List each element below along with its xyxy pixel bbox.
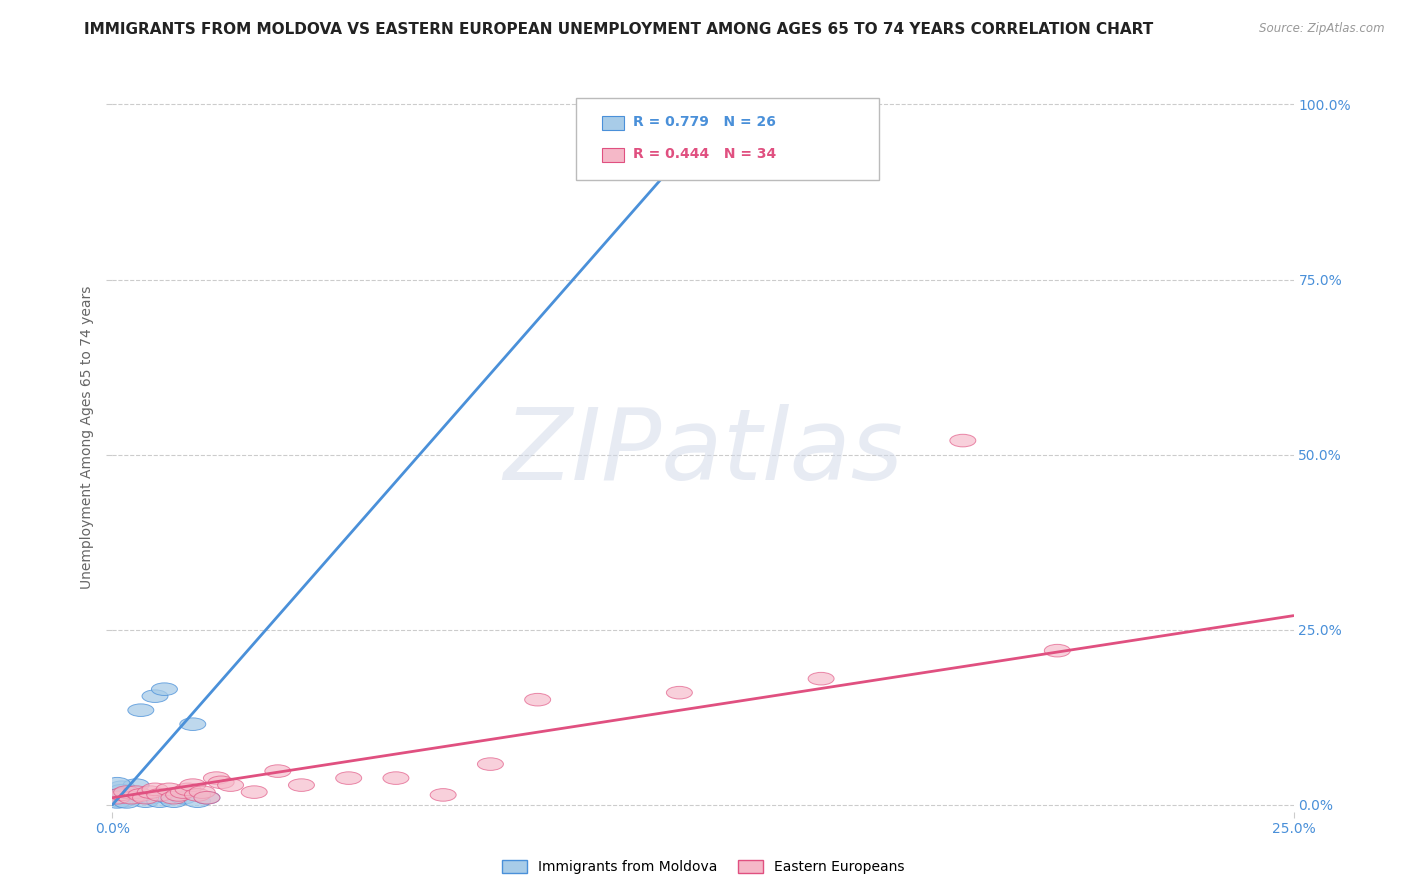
Ellipse shape	[128, 789, 153, 801]
Ellipse shape	[118, 791, 145, 804]
Ellipse shape	[156, 783, 183, 796]
Ellipse shape	[108, 795, 135, 807]
Ellipse shape	[180, 718, 205, 731]
Ellipse shape	[264, 764, 291, 778]
Ellipse shape	[138, 791, 163, 804]
Ellipse shape	[118, 786, 145, 798]
Ellipse shape	[184, 789, 211, 801]
Ellipse shape	[114, 796, 139, 808]
Ellipse shape	[108, 784, 135, 797]
Ellipse shape	[336, 772, 361, 784]
Ellipse shape	[146, 795, 173, 807]
Ellipse shape	[166, 789, 191, 801]
Ellipse shape	[142, 783, 167, 796]
Ellipse shape	[152, 683, 177, 696]
Ellipse shape	[160, 791, 187, 804]
Ellipse shape	[184, 795, 211, 807]
Ellipse shape	[132, 795, 159, 807]
Y-axis label: Unemployment Among Ages 65 to 74 years: Unemployment Among Ages 65 to 74 years	[80, 285, 94, 589]
Ellipse shape	[160, 795, 187, 807]
Ellipse shape	[104, 778, 131, 790]
Ellipse shape	[190, 786, 215, 798]
Text: R = 0.444   N = 34: R = 0.444 N = 34	[633, 147, 776, 161]
Ellipse shape	[382, 772, 409, 784]
Ellipse shape	[218, 779, 243, 791]
Ellipse shape	[108, 788, 135, 800]
Ellipse shape	[737, 120, 763, 132]
Ellipse shape	[108, 780, 135, 794]
Ellipse shape	[114, 791, 139, 804]
Ellipse shape	[204, 772, 229, 784]
Text: R = 0.779   N = 26: R = 0.779 N = 26	[633, 115, 776, 129]
Ellipse shape	[288, 779, 315, 791]
Ellipse shape	[124, 779, 149, 791]
Ellipse shape	[114, 789, 139, 801]
Ellipse shape	[194, 791, 219, 804]
Text: IMMIGRANTS FROM MOLDOVA VS EASTERN EUROPEAN UNEMPLOYMENT AMONG AGES 65 TO 74 YEA: IMMIGRANTS FROM MOLDOVA VS EASTERN EUROP…	[84, 22, 1153, 37]
Text: ZIPatlas: ZIPatlas	[503, 403, 903, 500]
Ellipse shape	[208, 776, 235, 789]
Ellipse shape	[950, 434, 976, 447]
Ellipse shape	[176, 783, 201, 796]
Ellipse shape	[124, 786, 149, 798]
Ellipse shape	[170, 791, 197, 804]
Ellipse shape	[104, 796, 131, 808]
Ellipse shape	[242, 786, 267, 798]
Text: Source: ZipAtlas.com: Source: ZipAtlas.com	[1260, 22, 1385, 36]
Ellipse shape	[142, 690, 167, 703]
Ellipse shape	[808, 673, 834, 685]
Ellipse shape	[128, 704, 153, 716]
Ellipse shape	[180, 779, 205, 791]
Ellipse shape	[132, 791, 159, 804]
Ellipse shape	[104, 786, 131, 798]
Ellipse shape	[104, 793, 131, 805]
Ellipse shape	[104, 791, 131, 804]
Ellipse shape	[524, 693, 551, 706]
Ellipse shape	[666, 686, 692, 699]
Legend: Immigrants from Moldova, Eastern Europeans: Immigrants from Moldova, Eastern Europea…	[496, 855, 910, 880]
Ellipse shape	[170, 786, 197, 798]
Ellipse shape	[124, 791, 149, 804]
Ellipse shape	[114, 786, 139, 798]
Ellipse shape	[146, 789, 173, 801]
Ellipse shape	[138, 786, 163, 798]
Ellipse shape	[156, 791, 183, 804]
Ellipse shape	[194, 791, 219, 804]
Ellipse shape	[1045, 644, 1070, 657]
Ellipse shape	[430, 789, 456, 801]
Ellipse shape	[478, 758, 503, 771]
